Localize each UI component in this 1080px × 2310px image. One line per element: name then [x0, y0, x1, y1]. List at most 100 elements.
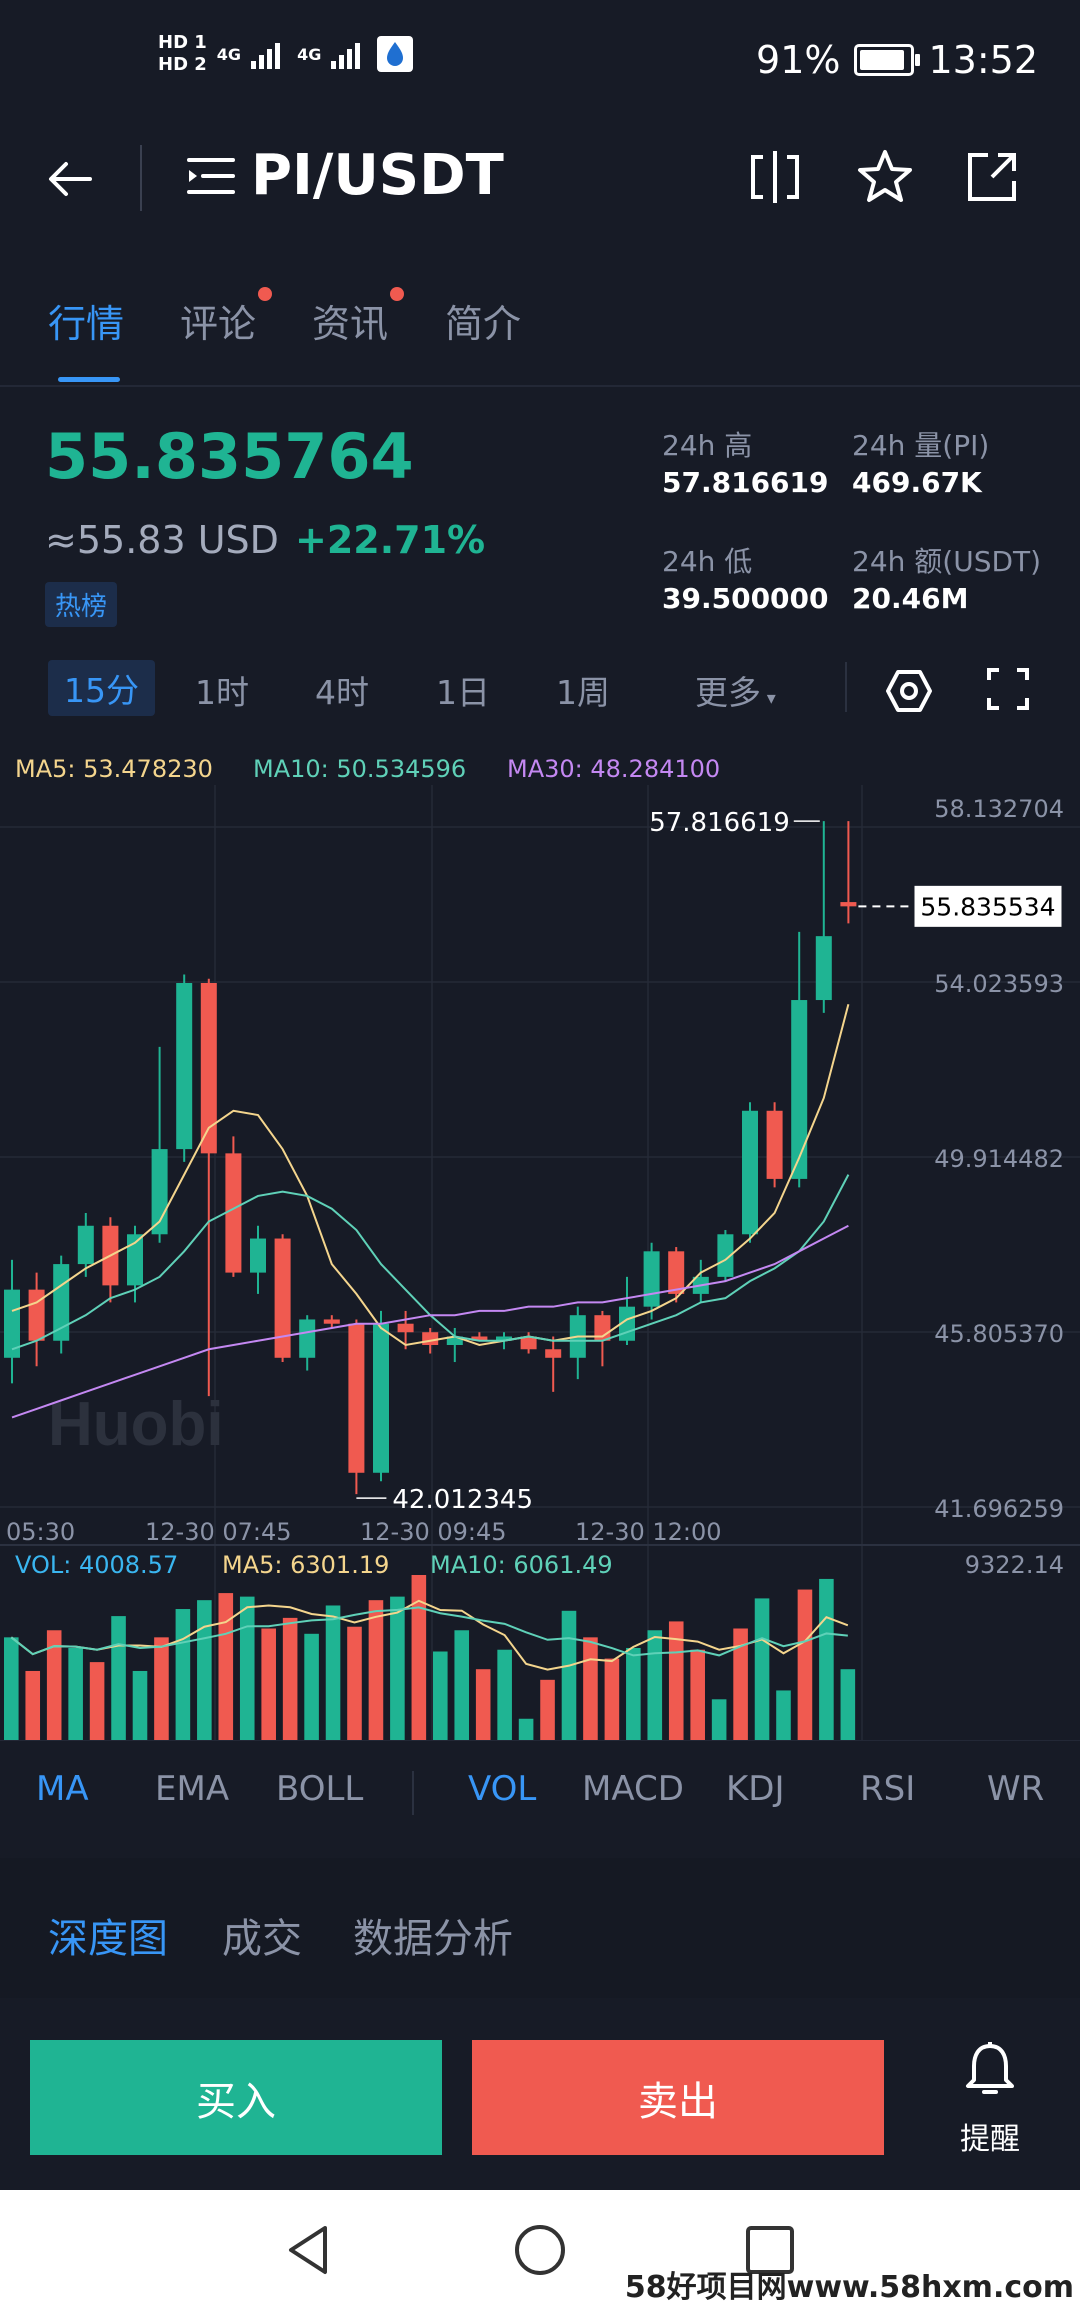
candle-body	[446, 1336, 463, 1346]
volume-bar	[797, 1589, 813, 1740]
interval-15m[interactable]: 15分	[48, 660, 155, 716]
volume-bar	[647, 1630, 663, 1740]
indicator-rsi[interactable]: RSI	[860, 1769, 916, 1809]
current-price-label: 55.835534	[920, 892, 1055, 921]
tab-depth-chart[interactable]: 深度图	[48, 1916, 168, 1962]
interval-1w[interactable]: 1周	[556, 673, 610, 712]
volume-bar	[197, 1600, 212, 1740]
volume-bar	[433, 1651, 448, 1740]
candle-body	[619, 1306, 635, 1341]
candle-body	[545, 1349, 562, 1358]
ma10-label: MA10: 50.534596	[253, 755, 467, 783]
volume-bar	[347, 1626, 362, 1740]
hot-badge[interactable]: 热榜	[45, 582, 118, 627]
high-value: 57.816619	[662, 466, 829, 499]
pair-selector[interactable]: PI/USDT	[185, 143, 504, 208]
candle-body	[643, 1251, 660, 1307]
volume-bar	[154, 1637, 169, 1740]
net2-label: 4G	[297, 44, 322, 64]
star-icon[interactable]	[855, 147, 915, 207]
indicator-divider	[412, 1771, 414, 1815]
interval-1d[interactable]: 1日	[436, 673, 490, 712]
usd-price: ≈55.83 USD	[45, 518, 279, 562]
candle-body	[200, 983, 217, 1154]
volume-value: 469.67K	[852, 466, 982, 499]
indicator-wr[interactable]: WR	[987, 1769, 1045, 1809]
sim1-label: HD 1	[158, 32, 207, 53]
y-tick-label: 58.132704	[934, 795, 1064, 823]
net1-label: 4G	[216, 44, 242, 64]
volume-bar	[497, 1649, 512, 1740]
candle-body	[225, 1153, 242, 1273]
low-value: 39.500000	[662, 582, 829, 615]
nav-back-icon[interactable]	[283, 2222, 333, 2278]
candle-body	[127, 1234, 143, 1286]
alert-label: 提醒	[960, 2122, 1020, 2157]
y-tick-label: 45.805370	[934, 1320, 1064, 1348]
signal-indicators: HD 1 HD 2 4G 4G	[158, 32, 414, 76]
vol-ma5-line	[10, 1599, 849, 1671]
settings-hexagon-icon[interactable]	[884, 666, 934, 716]
header: PI/USDT	[0, 125, 1080, 235]
indicator-macd[interactable]: MACD	[582, 1769, 684, 1809]
fullscreen-icon[interactable]	[985, 666, 1031, 712]
more-label: 更多	[695, 673, 761, 712]
interval-1h[interactable]: 1时	[195, 673, 249, 712]
split-view-icon[interactable]	[745, 147, 805, 207]
volume-bar	[239, 1596, 255, 1740]
tab-trades[interactable]: 成交	[222, 1916, 302, 1962]
candle-body	[668, 1251, 685, 1294]
vol-max-label: 9322.14	[965, 1551, 1064, 1579]
menu-list-icon[interactable]	[185, 154, 237, 198]
interval-more[interactable]: 更多 ▾	[695, 666, 776, 714]
volume-bar	[776, 1690, 791, 1740]
volume-bar	[4, 1637, 19, 1740]
y-tick-label: 49.914482	[934, 1145, 1064, 1173]
volume-bar	[690, 1649, 705, 1740]
vol-label: VOL: 4008.57	[15, 1551, 178, 1579]
pair-title: PI/USDT	[251, 143, 504, 208]
alert-button[interactable]: 提醒	[940, 2040, 1040, 2158]
indicator-boll[interactable]: BOLL	[276, 1769, 364, 1809]
indicator-kdj[interactable]: KDJ	[726, 1769, 785, 1809]
candle-body	[520, 1336, 537, 1350]
tab-news[interactable]: 资讯	[312, 302, 389, 346]
volume-bar	[368, 1600, 384, 1740]
volume-bar	[604, 1658, 620, 1740]
low-marker-label: 42.012345	[392, 1485, 533, 1515]
candle-body	[422, 1332, 439, 1346]
candle-body	[348, 1323, 365, 1473]
candle-body	[397, 1323, 414, 1333]
news-dot	[390, 287, 404, 301]
interval-4h[interactable]: 4时	[315, 673, 369, 712]
tab-comments[interactable]: 评论	[180, 302, 257, 346]
ma30-label: MA30: 48.284100	[507, 755, 721, 783]
volume-bar	[561, 1610, 577, 1740]
sell-button[interactable]: 卖出	[472, 2040, 884, 2155]
tab-market[interactable]: 行情	[48, 302, 125, 346]
indicator-ema[interactable]: EMA	[155, 1769, 230, 1809]
kline-chart[interactable]: MA5: 53.478230 MA10: 50.534596 MA30: 48.…	[0, 735, 1080, 1740]
battery-icon	[854, 44, 921, 76]
indicator-ma[interactable]: MA	[36, 1769, 89, 1809]
candle-body	[250, 1238, 266, 1273]
last-price: 55.835764	[45, 420, 414, 493]
comments-dot	[258, 287, 272, 301]
active-tab-underline	[58, 377, 120, 382]
signal-icon	[251, 43, 281, 69]
candle-body	[373, 1323, 389, 1473]
volume-bar	[411, 1575, 427, 1740]
buy-button[interactable]: 买入	[30, 2040, 442, 2155]
back-arrow-icon[interactable]	[40, 149, 100, 209]
y-tick-label: 54.023593	[934, 970, 1064, 998]
nav-recents-icon[interactable]	[744, 2224, 796, 2276]
nav-home-icon[interactable]	[512, 2222, 568, 2278]
vol-ma5-label: MA5: 6301.19	[222, 1551, 389, 1579]
candle-body	[274, 1238, 291, 1358]
tab-intro[interactable]: 简介	[445, 302, 522, 346]
candle-body	[471, 1336, 488, 1341]
current-price-box	[914, 885, 1062, 927]
tab-data-analysis[interactable]: 数据分析	[353, 1916, 513, 1962]
indicator-vol[interactable]: VOL	[468, 1769, 537, 1809]
share-icon[interactable]	[962, 147, 1022, 207]
